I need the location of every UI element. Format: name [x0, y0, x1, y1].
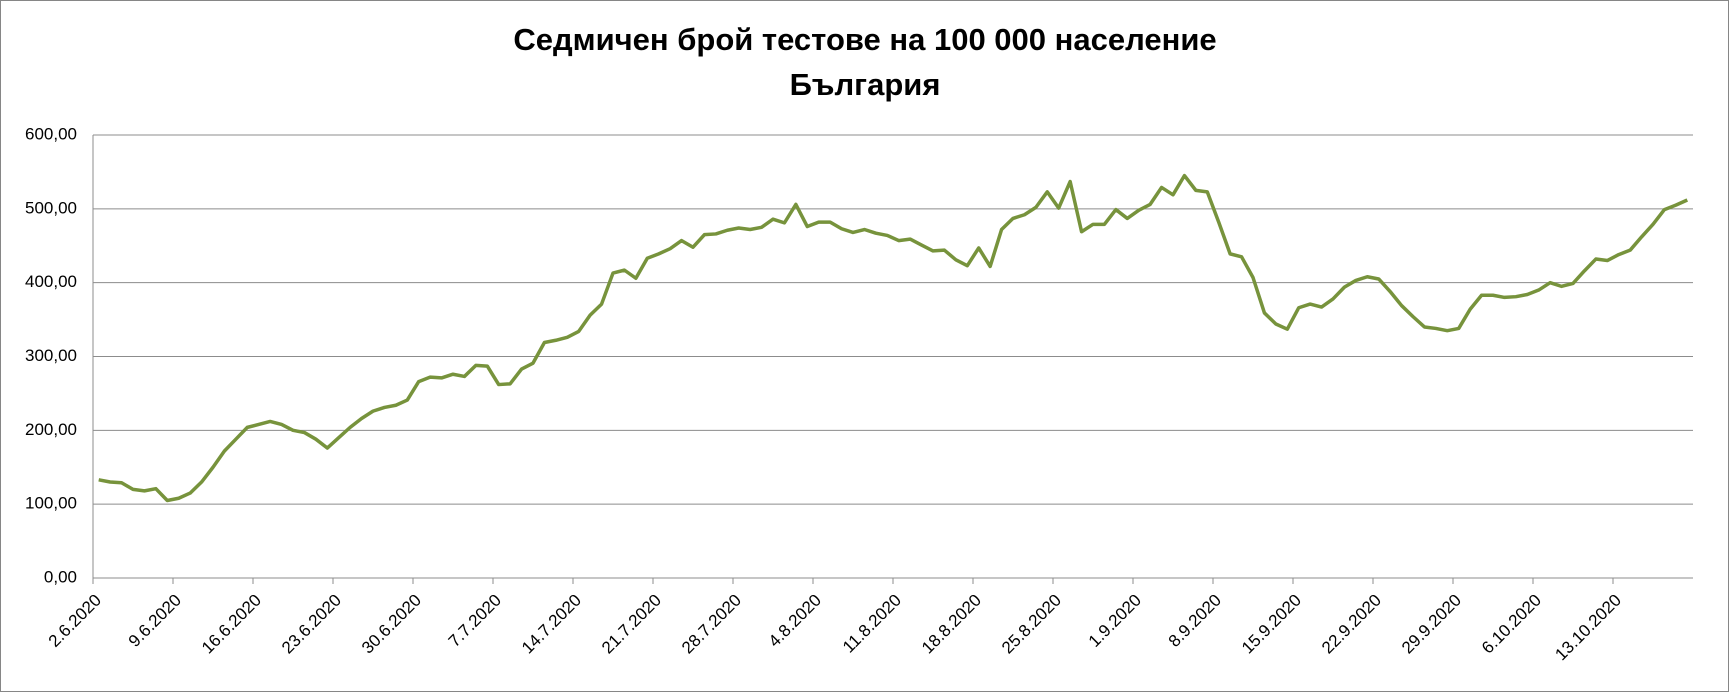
y-tick-label: 400,00 [25, 272, 77, 291]
data-line [98, 173, 1689, 503]
chart-subtitle: България [790, 67, 941, 102]
y-tick-label: 300,00 [25, 346, 77, 365]
y-tick-label: 100,00 [25, 494, 77, 513]
y-tick-label: 500,00 [25, 198, 77, 217]
y-tick-label: 0,00 [44, 567, 77, 586]
y-tick-label: 200,00 [25, 420, 77, 439]
chart-title: Седмичен брой тестове на 100 000 населен… [513, 22, 1216, 57]
y-tick-label: 600,00 [25, 124, 77, 143]
